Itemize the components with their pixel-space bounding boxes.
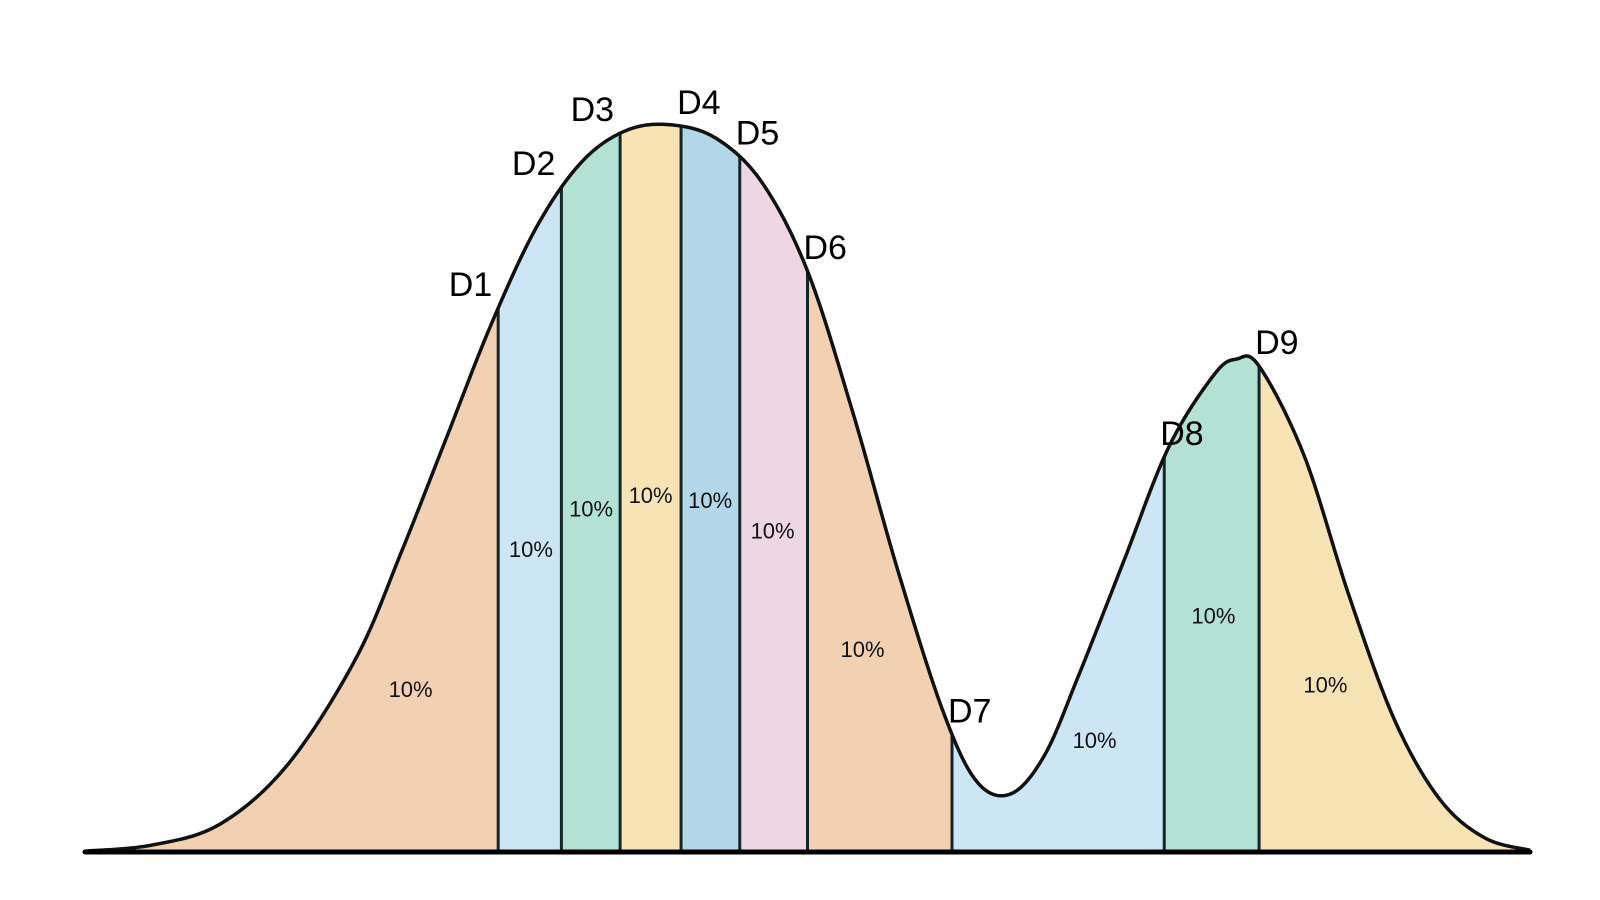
decile-label-d2: D2 [512,145,555,183]
density-curve-outline [84,122,1531,853]
percent-label-2: 10% [509,537,553,562]
percent-label-8: 10% [1073,728,1117,753]
segment-fill-6 [739,156,808,852]
segment-fill-7 [807,271,952,852]
segment-fill-8 [952,456,1165,852]
segment-fill-3 [561,133,621,853]
percent-label-10: 10% [1303,673,1347,698]
percent-label-3: 10% [569,496,613,521]
decile-separators [496,126,1261,852]
decile-label-d4: D4 [677,84,720,122]
decile-label-d7: D7 [948,693,991,731]
decile-label-d6: D6 [804,229,847,267]
segment-fill-5 [681,126,740,852]
decile-label-d3: D3 [571,91,614,129]
segment-fill-10 [1259,366,1530,852]
percent-labels: 10% 10% 10% 10% 10% 10% 10% 10% 10% 10% [389,483,1348,753]
percent-label-6: 10% [751,519,795,544]
segment-fill-1 [85,308,499,853]
percent-label-9: 10% [1191,603,1235,628]
percent-label-7: 10% [840,637,884,662]
segment-fill-9 [1164,355,1260,852]
percent-label-1: 10% [389,677,433,702]
percent-label-4: 10% [629,483,673,508]
decile-label-d1: D1 [449,266,492,304]
decile-label-d8: D8 [1160,415,1203,453]
segment-fill-4 [620,124,682,852]
percent-label-5: 10% [688,488,732,513]
decile-label-d5: D5 [736,114,779,152]
decile-label-d9: D9 [1255,324,1298,362]
segment-fill-2 [498,187,562,853]
segment-fills [85,124,1530,853]
decile-labels: D1 D2 D3 D4 D5 D6 D7 D8 D9 [449,84,1299,731]
